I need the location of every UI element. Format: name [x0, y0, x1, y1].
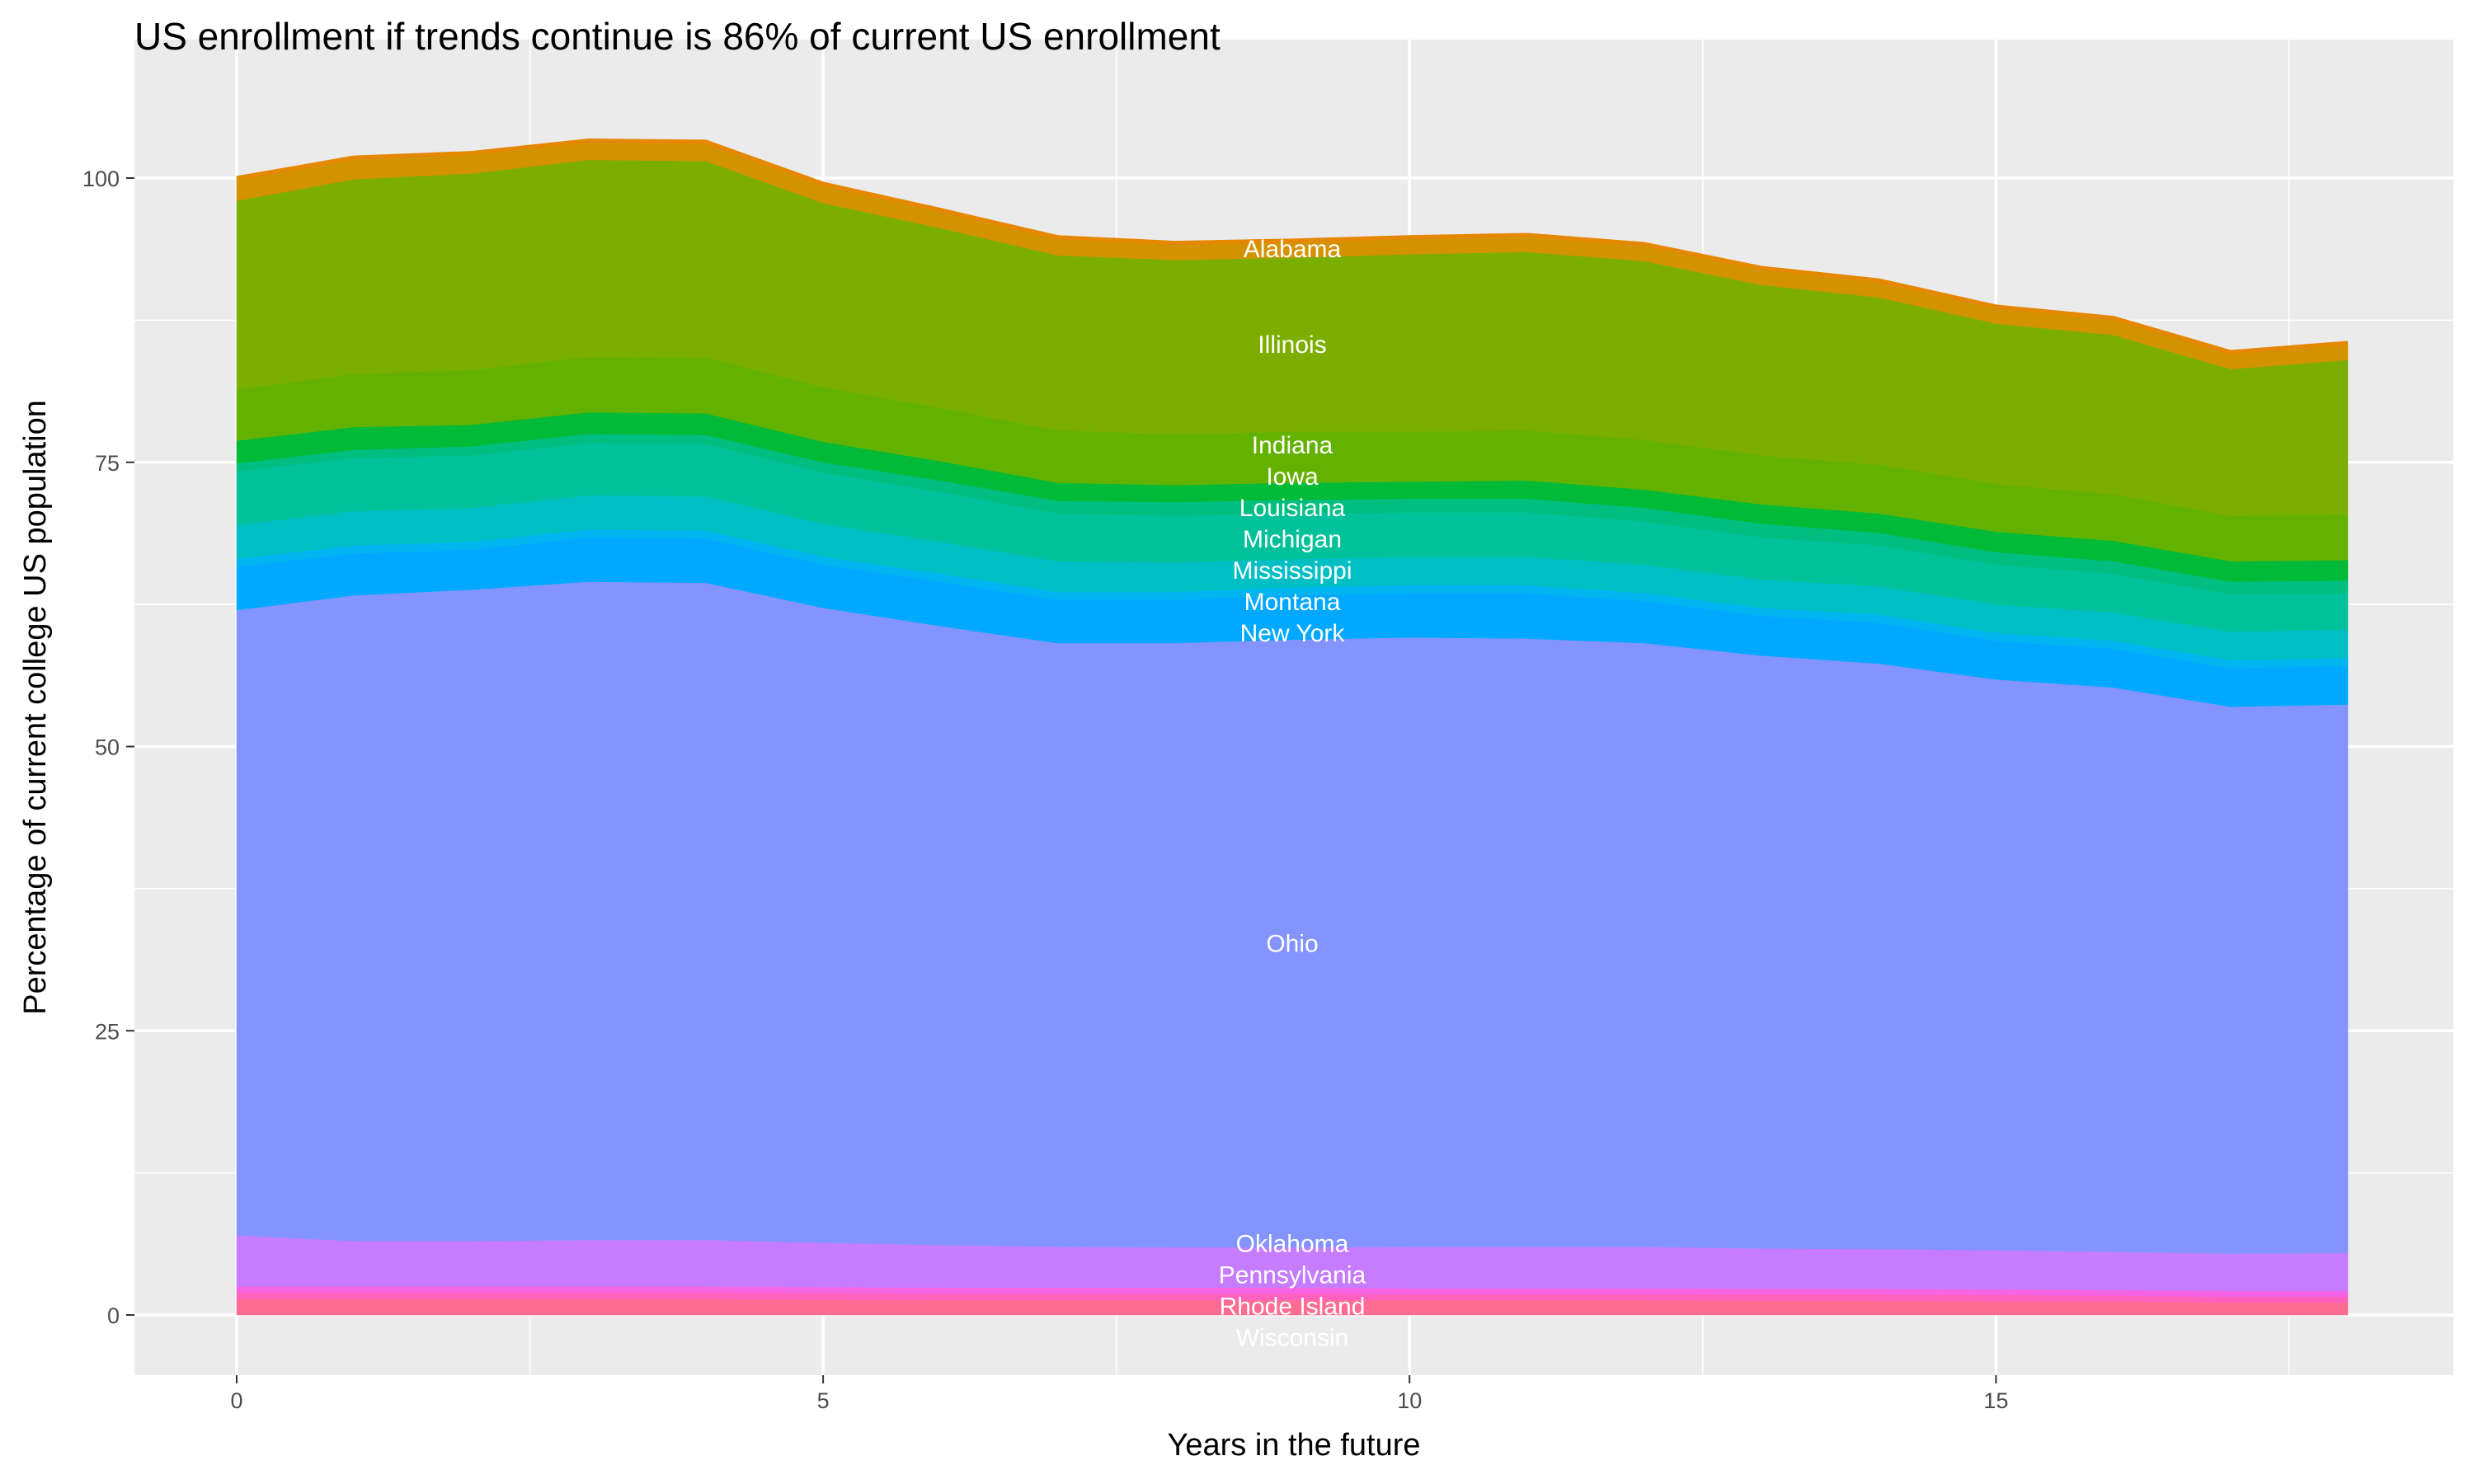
x-tick-label: 0 [230, 1388, 242, 1413]
top-edge-line [236, 138, 2349, 355]
y-tick-label: 100 [82, 167, 120, 191]
y-tick-label: 25 [95, 1019, 120, 1044]
y-tick-label: 50 [95, 735, 120, 760]
series-label: Alabama [1244, 236, 1342, 263]
series-label: Indiana [1252, 432, 1333, 459]
series-label: Pennsylvania [1219, 1261, 1366, 1289]
y-axis-ticks: 0 25 50 75 100 [82, 167, 134, 1328]
y-axis-title: Percentage of current college US populat… [18, 400, 53, 1015]
series-label: Mississippi [1232, 557, 1352, 585]
series-label: Michigan [1243, 526, 1342, 553]
series-label: Louisiana [1239, 495, 1346, 522]
series-label: Iowa [1266, 463, 1319, 491]
area-layers [236, 138, 2349, 1316]
y-tick-label: 75 [95, 451, 120, 476]
series-label: Oklahoma [1236, 1230, 1349, 1257]
chart-title: US enrollment if trends continue is 86% … [134, 15, 1221, 58]
series-label: New York [1240, 620, 1346, 647]
x-axis-title: Years in the future [1167, 1428, 1420, 1463]
series-label: Illinois [1258, 331, 1326, 359]
series-label: Rhode Island [1220, 1293, 1366, 1320]
x-tick-label: 5 [817, 1388, 830, 1413]
series-label: Wisconsin [1236, 1324, 1349, 1351]
y-tick-label: 0 [107, 1303, 120, 1328]
series-label: Montana [1244, 589, 1341, 616]
x-tick-label: 10 [1397, 1388, 1422, 1413]
x-tick-label: 15 [1983, 1388, 2008, 1413]
x-axis-ticks: 0 5 10 15 [230, 1375, 2008, 1413]
area-ohio [236, 581, 2349, 1254]
series-label: Ohio [1266, 930, 1318, 957]
series-labels: Alabama Illinois Indiana Iowa Louisiana Michi… [1219, 236, 1366, 1351]
